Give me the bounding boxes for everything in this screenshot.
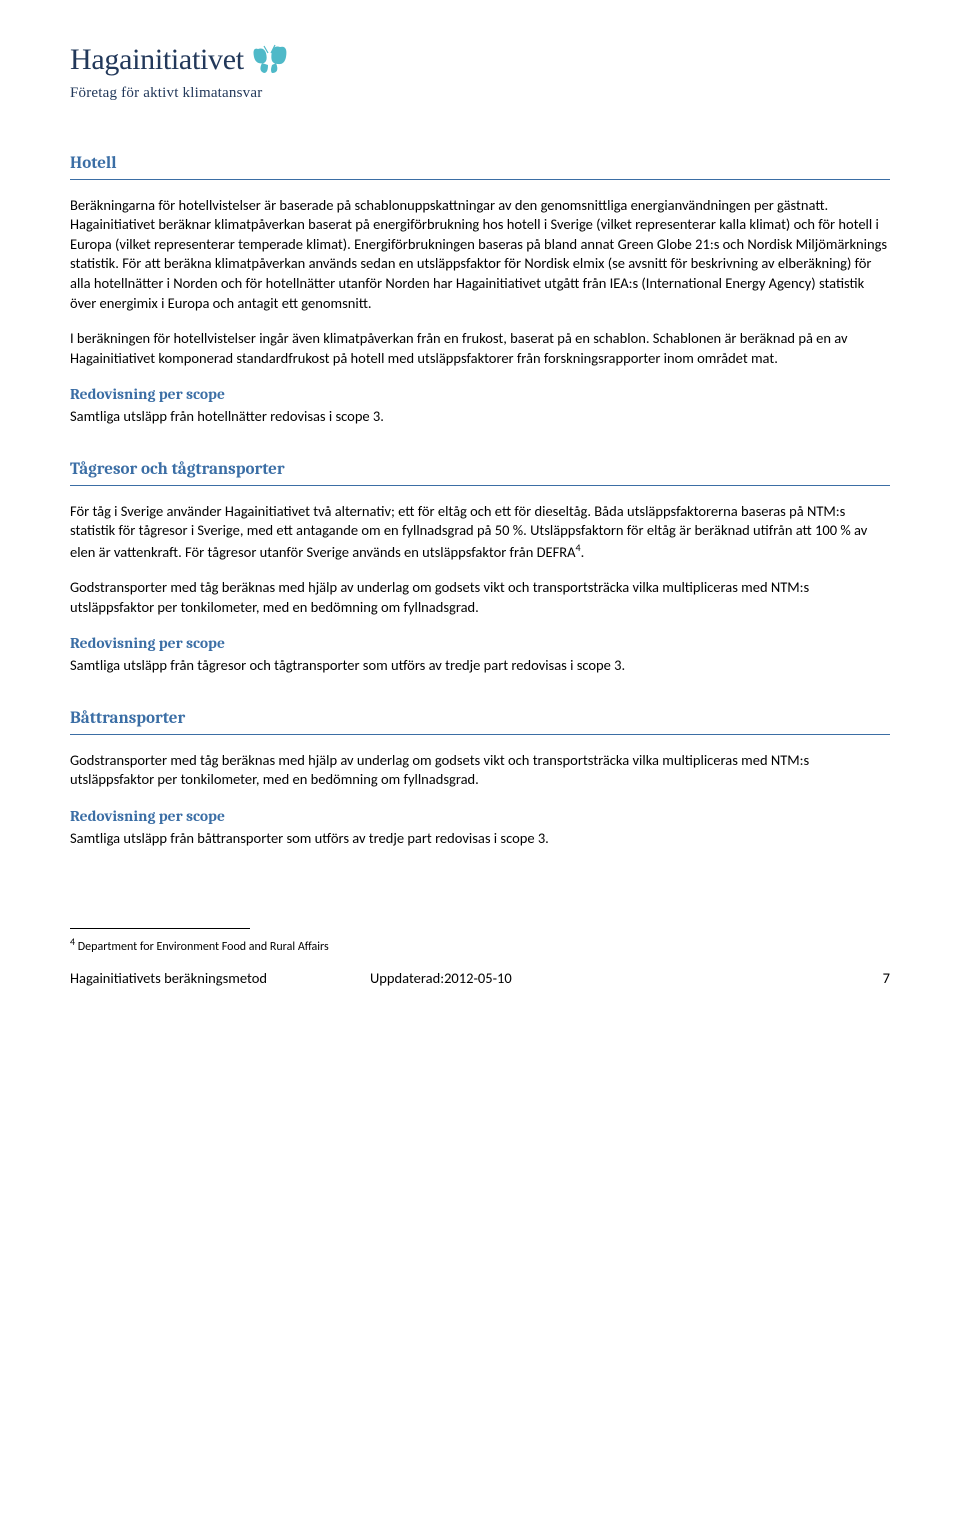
tag-p1-text-b: . <box>581 543 585 561</box>
footnote-text: Department for Environment Food and Rura… <box>78 940 329 954</box>
footer-left: Hagainitiativets beräkningsmetod <box>70 969 370 989</box>
tag-scope-text: Samtliga utsläpp från tågresor och tågtr… <box>70 656 890 676</box>
logo-header: Hagainitiativet Företag för aktivt klima… <box>70 40 890 103</box>
bat-scope-text: Samtliga utsläpp från båttransporter som… <box>70 829 890 849</box>
bat-scope-heading: Redovisning per scope <box>70 806 890 827</box>
hotell-scope-text: Samtliga utsläpp från hotellnätter redov… <box>70 407 890 427</box>
footnote-marker: 4 <box>70 935 75 948</box>
section-heading-tag: Tågresor och tågtransporter <box>70 459 890 486</box>
footer-mid: Uppdaterad:2012-05-10 <box>370 969 670 989</box>
logo-title-text: Hagainitiativet <box>70 40 244 81</box>
bat-paragraph-1: Godstransporter med tåg beräknas med hjä… <box>70 751 890 790</box>
hotell-paragraph-1: Beräkningarna för hotellvistelser är bas… <box>70 196 890 313</box>
section-heading-hotell: Hotell <box>70 153 890 180</box>
section-heading-bat: Båttransporter <box>70 708 890 735</box>
footnote-separator <box>70 928 250 929</box>
logo-title-row: Hagainitiativet <box>70 40 890 81</box>
tag-paragraph-2: Godstransporter med tåg beräknas med hjä… <box>70 578 890 617</box>
tag-paragraph-1: För tåg i Sverige använder Hagainitiativ… <box>70 502 890 563</box>
tag-scope-heading: Redovisning per scope <box>70 633 890 654</box>
footnote-4: 4 Department for Environment Food and Ru… <box>70 935 890 955</box>
page-footer: Hagainitiativets beräkningsmetod Uppdate… <box>70 969 890 989</box>
hotell-scope-heading: Redovisning per scope <box>70 384 890 405</box>
tag-p1-text-a: För tåg i Sverige använder Hagainitiativ… <box>70 502 867 561</box>
hotell-paragraph-2: I beräkningen för hotellvistelser ingår … <box>70 329 890 368</box>
logo-subtitle: Företag för aktivt klimatansvar <box>70 83 890 103</box>
footer-page-number: 7 <box>670 969 890 989</box>
butterfly-icon <box>250 43 290 77</box>
